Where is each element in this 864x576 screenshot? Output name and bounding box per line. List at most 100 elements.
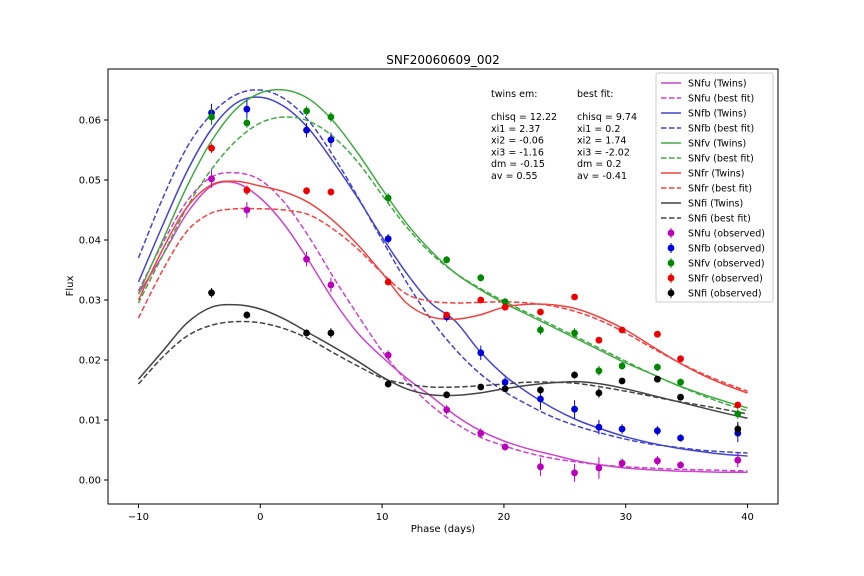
chart-title: SNF20060609_002 bbox=[386, 53, 499, 67]
data-point-snfi bbox=[734, 425, 742, 433]
annotation-line: chisq = 12.22 bbox=[491, 112, 557, 123]
data-point-snfi bbox=[208, 289, 215, 297]
annotation-line: xi3 = -2.02 bbox=[577, 147, 630, 158]
legend-swatch-marker bbox=[667, 289, 675, 297]
data-point-snfu bbox=[443, 406, 451, 414]
data-point-snfi bbox=[654, 375, 661, 383]
data-point-snfv bbox=[618, 362, 626, 370]
data-point-snfv bbox=[571, 329, 578, 337]
legend-entry-label: SNfv (Twins) bbox=[688, 139, 746, 150]
legend-swatch-marker bbox=[667, 259, 675, 267]
curve-snfv-best-fit bbox=[137, 116, 748, 412]
x-tick-label: 10 bbox=[376, 512, 389, 523]
legend-entry-label: SNfb (best fit) bbox=[688, 124, 754, 135]
data-point-snfv bbox=[537, 326, 544, 334]
data-point-snfi bbox=[443, 391, 451, 399]
data-point-snfr bbox=[443, 311, 451, 319]
data-point-snfi bbox=[595, 389, 603, 397]
data-point-snfr bbox=[327, 188, 335, 196]
data-point-snfr bbox=[208, 144, 215, 152]
legend-swatch-marker bbox=[667, 244, 675, 252]
data-point-snfv bbox=[654, 363, 661, 371]
data-point-snfv bbox=[384, 194, 392, 202]
data-point-snfb bbox=[501, 378, 509, 386]
annotation-line: chisq = 9.74 bbox=[577, 112, 637, 123]
data-point-snfv bbox=[501, 298, 509, 306]
curve-snfi-twins bbox=[137, 303, 748, 419]
legend-entry-label: SNfb (observed) bbox=[688, 244, 765, 255]
data-point-snfu bbox=[654, 457, 661, 465]
legend-entry-label: SNfv (observed) bbox=[688, 259, 765, 270]
data-point-snfi bbox=[571, 371, 578, 379]
data-point-snfb bbox=[537, 395, 544, 403]
data-point-snfr bbox=[384, 278, 392, 286]
observed-points-layer bbox=[208, 100, 742, 482]
annotation-line: xi1 = 2.37 bbox=[491, 124, 540, 135]
data-point-snfr bbox=[595, 336, 603, 344]
y-tick-label: 0.05 bbox=[79, 176, 101, 187]
data-point-snfu bbox=[243, 206, 251, 214]
legend-entry-label: SNfi (observed) bbox=[688, 289, 762, 300]
legend-entry-label: SNfu (best fit) bbox=[688, 94, 754, 105]
data-point-snfr bbox=[618, 326, 626, 334]
curve-layer bbox=[137, 88, 748, 473]
data-point-snfr bbox=[243, 186, 251, 194]
data-point-snfu bbox=[208, 175, 215, 183]
data-point-snfu bbox=[501, 443, 509, 451]
data-point-snfv bbox=[734, 410, 742, 418]
legend-entry-label: SNfb (Twins) bbox=[688, 109, 747, 120]
y-axis: 0.00 0.01 0.02 0.03 0.04 0.05 0.06 bbox=[79, 116, 108, 487]
data-point-snfv bbox=[208, 113, 215, 121]
legend-entry-label: SNfr (best fit) bbox=[688, 184, 752, 195]
data-point-snfu bbox=[477, 429, 485, 437]
annotation-line: av = -0.41 bbox=[577, 171, 627, 182]
data-point-snfi bbox=[677, 393, 684, 401]
data-point-snfi bbox=[477, 383, 485, 391]
data-point-snfv bbox=[477, 274, 485, 282]
x-tick-label: 0 bbox=[257, 512, 263, 523]
data-point-snfv bbox=[327, 113, 335, 121]
data-point-snfb bbox=[477, 349, 485, 357]
data-point-snfi bbox=[618, 377, 626, 385]
data-point-snfr bbox=[537, 308, 544, 316]
x-tick-label: −10 bbox=[128, 512, 149, 523]
data-point-snfu bbox=[595, 464, 603, 472]
data-point-snfu bbox=[734, 456, 742, 464]
data-point-snfv bbox=[443, 256, 451, 264]
data-point-snfb bbox=[654, 427, 661, 435]
annotation-header: best fit: bbox=[577, 89, 613, 100]
data-point-snfu bbox=[677, 461, 684, 469]
legend-entry-label: SNfi (best fit) bbox=[688, 214, 751, 225]
annotation-line: xi2 = 1.74 bbox=[577, 136, 626, 147]
curve-snfi-best-fit bbox=[137, 320, 748, 415]
data-point-snfu bbox=[571, 469, 578, 477]
curve-snfb-twins bbox=[137, 96, 748, 457]
data-point-snfb bbox=[571, 405, 578, 413]
data-point-snfi bbox=[384, 380, 392, 388]
data-point-snfr bbox=[654, 330, 661, 338]
x-axis-label: Phase (days) bbox=[411, 524, 476, 535]
legend-swatch-marker bbox=[667, 229, 675, 237]
y-tick-label: 0.00 bbox=[79, 476, 101, 487]
x-tick-label: 40 bbox=[741, 512, 754, 523]
data-point-snfb bbox=[243, 105, 251, 113]
legend-entry-label: SNfu (Twins) bbox=[688, 79, 747, 90]
legend: SNfu (Twins) SNfu (best fit) SNfb (Twins) S… bbox=[655, 72, 774, 303]
data-point-snfr bbox=[677, 355, 684, 363]
annotation-line: xi1 = 0.2 bbox=[577, 124, 620, 135]
y-tick-label: 0.06 bbox=[79, 116, 101, 127]
data-point-snfu bbox=[303, 255, 310, 263]
data-point-snfv bbox=[303, 107, 310, 115]
legend-entry-label: SNfi (Twins) bbox=[688, 199, 743, 210]
data-point-snfi bbox=[243, 311, 251, 319]
annotation-line: xi3 = -1.16 bbox=[491, 147, 544, 158]
curve-snfu-twins bbox=[137, 181, 748, 473]
annotation-line: dm = 0.2 bbox=[577, 159, 621, 170]
y-tick-label: 0.04 bbox=[79, 236, 101, 247]
data-point-snfr bbox=[501, 303, 509, 311]
curve-snfr-best-fit bbox=[137, 207, 748, 392]
curve-snfr-twins bbox=[137, 180, 748, 394]
legend-entry-label: SNfr (Twins) bbox=[688, 169, 744, 180]
